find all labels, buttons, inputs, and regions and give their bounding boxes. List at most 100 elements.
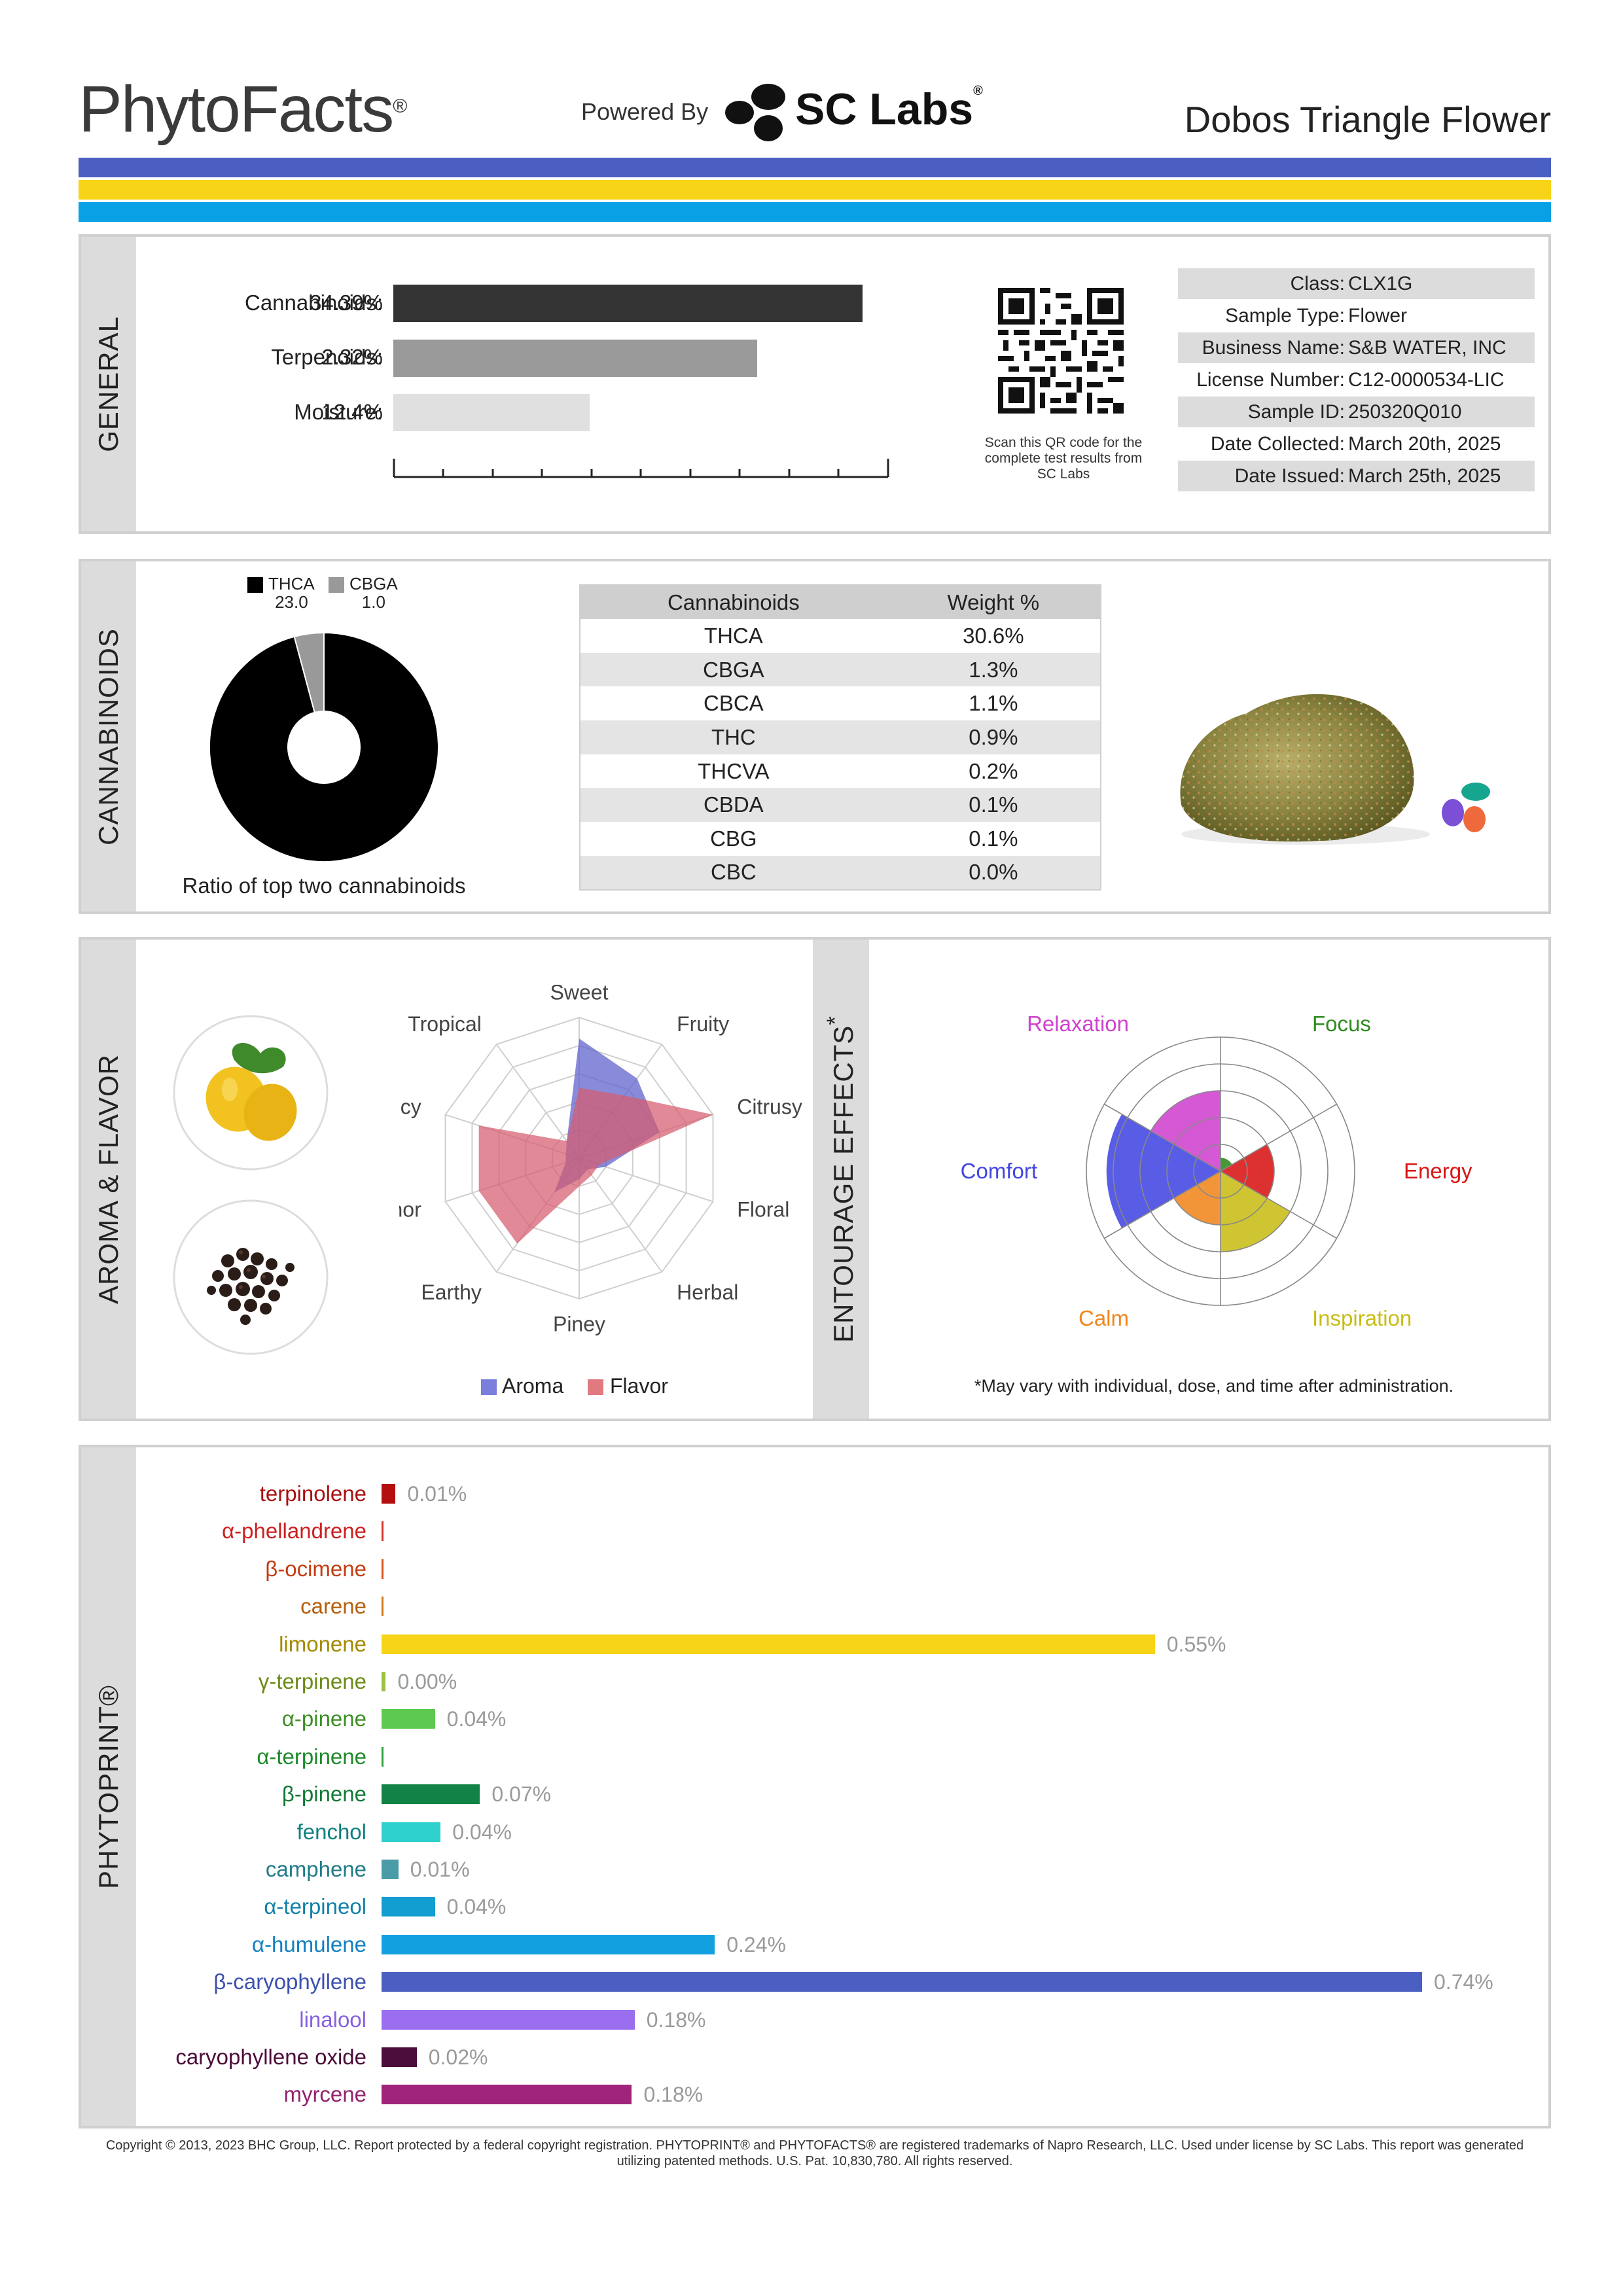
terpene-name: terpinolene <box>259 1481 366 1506</box>
legend-name: THCA <box>268 574 315 593</box>
legend-cbga-swatch <box>329 577 344 593</box>
column-header: Cannabinoids <box>580 585 887 619</box>
terpene-name: carene <box>300 1594 366 1619</box>
table-row: CBDA 0.1% <box>580 788 1101 822</box>
terpene-name: α-humulene <box>251 1932 366 1956</box>
cannabinoid-table: Cannabinoids Weight % THCA 30.6% CBGA 1.3% … <box>579 584 1101 891</box>
terpene-value: 0.01% <box>407 1482 467 1506</box>
terpene-bar <box>382 2047 417 2067</box>
section-title: PHYTOPRINT® <box>93 1684 124 1889</box>
cell-value: 0.2% <box>969 758 1018 783</box>
table-row: CBC 0.0% <box>580 855 1101 890</box>
info-value: S&B WATER, INC <box>1348 337 1507 359</box>
table-row: THCVA 0.2% <box>580 754 1101 788</box>
terpene-name: myrcene <box>283 2082 366 2107</box>
cell-name: THC <box>580 720 887 754</box>
info-row-sample-type: Sample Type: Flower <box>1178 300 1535 331</box>
registered-mark: ® <box>393 96 407 117</box>
info-value: March 20th, 2025 <box>1348 433 1501 455</box>
terpene-bar <box>382 1484 396 1504</box>
effects-title-text: ENTOURAGE EFFECTS <box>828 1025 859 1343</box>
stripe-cyan <box>79 202 1551 222</box>
moisture-bar <box>393 394 590 431</box>
terpenoids-label: Terpenoids: <box>271 345 383 369</box>
terpene-bar <box>382 2009 635 2030</box>
effect-wedge-focus <box>1221 1157 1232 1171</box>
powered-by-text: Powered By <box>581 98 709 125</box>
cell-name: CBC <box>580 855 887 890</box>
cell-name: CBCA <box>704 691 764 716</box>
cell-value: 1.3% <box>886 652 1101 687</box>
strain-title: Dobos Triangle Flower <box>1184 99 1551 140</box>
info-key: Class: <box>1290 273 1345 294</box>
aroma-sidebar: AROMA & FLAVOR <box>81 940 136 1419</box>
info-value: CLX1G <box>1348 273 1413 294</box>
cell-value: 0.0% <box>886 855 1101 890</box>
radar-axis-label: Spicy <box>399 1095 421 1119</box>
info-row-date-issued: Date Issued: March 25th, 2025 <box>1178 461 1535 491</box>
polar-spoke <box>1104 1171 1221 1239</box>
terpene-value: 0.55% <box>1166 1632 1226 1656</box>
donut-slice-cbga <box>293 631 325 714</box>
legend-name: CBGA <box>349 574 398 593</box>
radar-axis-label: Piney <box>553 1313 605 1336</box>
section-title: AROMA & FLAVOR <box>93 1054 124 1304</box>
table-row: CBCA 1.1% <box>580 686 1101 720</box>
terpene-bar <box>382 1860 399 1879</box>
table-row: CBGA 1.3% <box>580 652 1101 687</box>
aroma-effects-panel: AROMA & FLAVOR ENTOURAGE EFFECTS* <box>79 937 1551 1421</box>
radar-axis-label: Camphor <box>399 1197 421 1221</box>
terpene-bar <box>382 1521 383 1542</box>
terpene-value: 0.04% <box>446 1895 507 1919</box>
stripe-blue <box>79 158 1551 177</box>
general-scale-ruler <box>393 459 889 478</box>
stripe-yellow <box>79 180 1551 200</box>
phytofacts-logo: PhytoFacts® <box>79 72 407 147</box>
polar-spoke <box>1104 1103 1221 1172</box>
terpene-name: β-pinene <box>281 1782 366 1807</box>
info-key: Sample Type: <box>1225 305 1345 327</box>
radar-axis-label: Fruity <box>677 1012 729 1036</box>
terpene-name: caryophyllene oxide <box>175 2045 366 2069</box>
cell-name: THCA <box>704 623 763 648</box>
table-row: CBG 0.1% <box>580 822 1101 856</box>
qr-code-icon[interactable] <box>998 288 1124 414</box>
terpene-value: 0.07% <box>491 1782 552 1807</box>
cell-name: CBGA <box>580 652 887 687</box>
cannabinoid-donut-chart <box>209 631 439 862</box>
info-key: Business Name: <box>1202 337 1345 359</box>
cannabinoids-bar <box>393 285 863 322</box>
terpene-bar <box>382 1972 1422 1992</box>
terpene-value: 0.24% <box>726 1932 786 1956</box>
legend-aroma-swatch <box>481 1379 497 1395</box>
cell-name: CBDA <box>580 788 887 822</box>
moisture-value: 12.4% <box>321 400 383 424</box>
terpene-bar <box>382 1934 715 1954</box>
effect-label-focus: Focus <box>1312 1012 1371 1036</box>
section-title: CANNABINOIDS <box>93 627 124 845</box>
table-row: THCA 30.6% <box>580 619 1101 653</box>
cannabinoids-sidebar: CANNABINOIDS <box>81 561 136 911</box>
terpene-name: β-caryophyllene <box>213 1969 366 1994</box>
entourage-effects-chart: Focus Energy Inspiration Calm Comfort Relaxat… <box>961 1012 1472 1330</box>
cell-value: 0.9% <box>886 720 1101 754</box>
legend-aroma: Aroma <box>502 1374 564 1398</box>
info-row-license-number: License Number: C12-0000534-LIC <box>1178 364 1535 395</box>
info-value: C12-0000534-LIC <box>1348 369 1505 391</box>
radar-axis-label: Tropical <box>408 1012 482 1036</box>
legend-flavor: Flavor <box>610 1374 668 1398</box>
effect-label-inspiration: Inspiration <box>1312 1306 1412 1330</box>
terpene-name: α-phellandrene <box>222 1519 366 1544</box>
terpene-value: 0.04% <box>452 1820 512 1844</box>
brand-text: PhytoFacts <box>79 73 394 146</box>
legend-value: 1.0 <box>361 592 385 612</box>
terpene-name: linalool <box>299 2007 366 2032</box>
lemon-icon <box>173 1015 329 1171</box>
qr-note: Scan this QR code for the complete test … <box>984 435 1143 482</box>
asterisk-mark: * <box>823 1016 848 1025</box>
terpene-bar <box>382 1672 386 1691</box>
legend-cbga: CBGA 1.0 <box>349 574 398 611</box>
radar-axis-label: Citrusy <box>737 1095 802 1119</box>
radar-spoke <box>495 1044 580 1159</box>
terpene-value: 0.74% <box>1434 1970 1493 1994</box>
